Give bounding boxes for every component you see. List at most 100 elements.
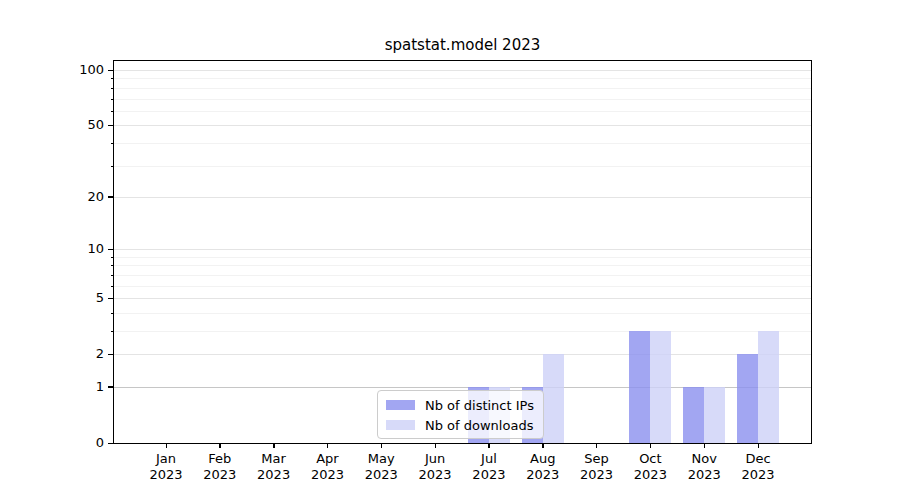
bar-downloads — [543, 354, 564, 443]
x-tick — [704, 443, 705, 448]
gridline-major — [114, 298, 811, 299]
x-tick — [435, 443, 436, 448]
gridline-minor — [114, 265, 811, 266]
x-label-year: 2023 — [619, 467, 681, 483]
y-minor-tick — [111, 88, 114, 89]
chart-figure: spatstat.model 2023 0125102050100Jan2023… — [0, 0, 900, 500]
x-label-month: Oct — [619, 451, 681, 467]
x-label-month: Mar — [243, 451, 305, 467]
x-label-year: 2023 — [296, 467, 358, 483]
x-tick — [488, 443, 489, 448]
x-tick-label: Jan2023 — [135, 451, 197, 483]
x-tick-label: Apr2023 — [296, 451, 358, 483]
x-tick-label: Jul2023 — [458, 451, 520, 483]
x-tick-label: Jun2023 — [404, 451, 466, 483]
y-minor-tick — [111, 111, 114, 112]
gridline-minor — [114, 313, 811, 314]
gridline-major — [114, 354, 811, 355]
gridline-major — [114, 249, 811, 250]
x-label-year: 2023 — [566, 467, 628, 483]
x-label-month: Nov — [673, 451, 735, 467]
x-label-year: 2023 — [673, 467, 735, 483]
y-minor-tick — [111, 275, 114, 276]
x-tick — [273, 443, 274, 448]
bar-downloads — [650, 331, 671, 443]
legend-label-downloads: Nb of downloads — [425, 418, 533, 433]
gridline-minor — [114, 88, 811, 89]
y-tick — [108, 298, 114, 299]
y-tick-label: 2 — [58, 346, 104, 361]
y-tick-label: 1 — [58, 379, 104, 394]
legend-swatch-downloads — [386, 420, 415, 430]
x-label-month: Feb — [189, 451, 251, 467]
x-tick — [596, 443, 597, 448]
legend: Nb of distinct IPs Nb of downloads — [377, 390, 544, 439]
gridline-major — [114, 197, 811, 198]
y-tick-label: 0 — [58, 435, 104, 450]
x-tick — [327, 443, 328, 448]
x-tick — [219, 443, 220, 448]
legend-item-distinct-ips: Nb of distinct IPs — [386, 398, 534, 412]
gridline-minor — [114, 286, 811, 287]
legend-label-distinct-ips: Nb of distinct IPs — [425, 398, 534, 413]
y-minor-tick — [111, 286, 114, 287]
x-tick-label: Oct2023 — [619, 451, 681, 483]
x-label-year: 2023 — [404, 467, 466, 483]
y-tick-label: 20 — [58, 189, 104, 204]
x-label-year: 2023 — [243, 467, 305, 483]
bar-distinct-ips — [629, 331, 650, 443]
gridline-minor — [114, 166, 811, 167]
y-tick — [108, 354, 114, 355]
x-tick — [166, 443, 167, 448]
gridline-major — [114, 70, 811, 71]
x-label-month: Jul — [458, 451, 520, 467]
x-tick — [650, 443, 651, 448]
x-label-year: 2023 — [350, 467, 412, 483]
y-tick — [108, 249, 114, 250]
y-minor-tick — [111, 166, 114, 167]
y-tick — [108, 125, 114, 126]
x-label-year: 2023 — [458, 467, 520, 483]
legend-swatch-distinct-ips — [386, 400, 415, 410]
plot-area — [113, 60, 812, 444]
x-label-year: 2023 — [135, 467, 197, 483]
x-tick-label: Aug2023 — [512, 451, 574, 483]
x-tick — [758, 443, 759, 448]
gridline-minor — [114, 78, 811, 79]
x-label-year: 2023 — [189, 467, 251, 483]
y-tick-label: 50 — [58, 117, 104, 132]
bar-distinct-ips — [737, 354, 758, 443]
gridline-minor — [114, 257, 811, 258]
gridline-minor — [114, 143, 811, 144]
bar-downloads — [758, 331, 779, 443]
y-minor-tick — [111, 257, 114, 258]
chart-title: spatstat.model 2023 — [114, 36, 811, 54]
x-tick-label: May2023 — [350, 451, 412, 483]
y-tick — [108, 386, 114, 387]
y-minor-tick — [111, 78, 114, 79]
gridline-minor — [114, 331, 811, 332]
bar-distinct-ips — [683, 387, 704, 443]
y-minor-tick — [111, 265, 114, 266]
x-tick-label: Sep2023 — [566, 451, 628, 483]
y-tick-label: 10 — [58, 241, 104, 256]
y-tick-label: 5 — [58, 290, 104, 305]
x-label-month: Jan — [135, 451, 197, 467]
gridline-minor — [114, 111, 811, 112]
legend-item-downloads: Nb of downloads — [386, 418, 533, 432]
y-tick — [108, 196, 114, 197]
x-label-month: Dec — [727, 451, 789, 467]
x-label-month: Sep — [566, 451, 628, 467]
x-label-month: Apr — [296, 451, 358, 467]
x-tick-label: Dec2023 — [727, 451, 789, 483]
y-minor-tick — [111, 99, 114, 100]
gridline-minor — [114, 275, 811, 276]
x-label-month: Jun — [404, 451, 466, 467]
x-tick-label: Nov2023 — [673, 451, 735, 483]
x-tick-label: Feb2023 — [189, 451, 251, 483]
x-tick — [381, 443, 382, 448]
x-label-year: 2023 — [512, 467, 574, 483]
gridline-major — [114, 125, 811, 126]
y-minor-tick — [111, 313, 114, 314]
gridline-minor — [114, 99, 811, 100]
